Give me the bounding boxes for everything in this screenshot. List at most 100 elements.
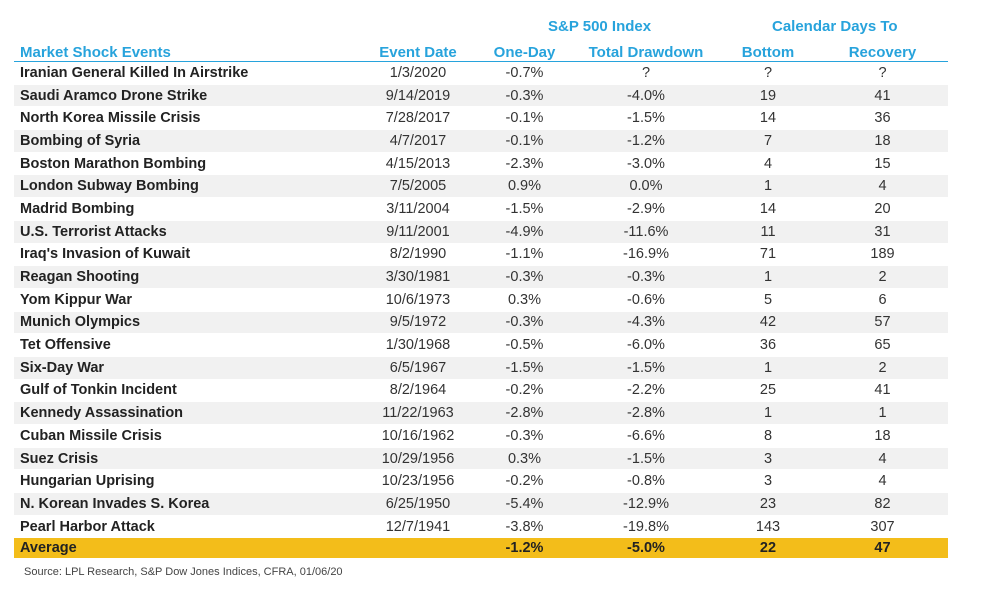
event-date-cell: 4/7/2017 [360, 129, 476, 153]
total-drawdown-cell: -3.0% [573, 152, 719, 176]
event-name-cell: U.S. Terrorist Attacks [14, 220, 360, 244]
days-to-recovery-cell: 2 [817, 356, 948, 380]
total-drawdown-cell: -19.8% [573, 515, 719, 539]
event-date-cell: 4/15/2013 [360, 152, 476, 176]
days-to-bottom-cell: 3 [719, 447, 817, 471]
days-to-bottom-cell: 1 [719, 174, 817, 199]
column-header-event: Market Shock Events [14, 38, 360, 62]
average-one-day: -1.2% [476, 537, 573, 560]
days-to-recovery-cell: 189 [817, 243, 948, 267]
table-row: Munich Olympics 9/5/1972 -0.3% -4.3% 42 57 [14, 311, 948, 335]
days-to-recovery-cell: 18 [817, 129, 948, 153]
days-to-bottom-cell: 1 [719, 401, 817, 425]
one-day-change-cell: -1.1% [476, 243, 573, 267]
event-date-cell: 10/6/1973 [360, 288, 476, 312]
table-row: N. Korean Invades S. Korea 6/25/1950 -5.4%… [14, 492, 948, 516]
one-day-change-cell: -0.3% [476, 84, 573, 108]
one-day-change-cell: -2.8% [476, 401, 573, 425]
table-row: Kennedy Assassination 11/22/1963 -2.8% -2.8… [14, 401, 948, 425]
total-drawdown-cell: -2.9% [573, 197, 719, 221]
days-to-bottom-cell: 143 [719, 515, 817, 539]
event-name-cell: Yom Kippur War [14, 288, 360, 312]
days-to-bottom-cell: 11 [719, 220, 817, 244]
total-drawdown-cell: -1.5% [573, 356, 719, 380]
event-name-cell: Reagan Shooting [14, 265, 360, 289]
days-to-bottom-cell: 1 [719, 356, 817, 380]
days-to-recovery-cell: 20 [817, 197, 948, 221]
event-name-cell: Pearl Harbor Attack [14, 515, 360, 539]
table-row: Reagan Shooting 3/30/1981 -0.3% -0.3% 1 2 [14, 265, 948, 289]
one-day-change-cell: 0.3% [476, 447, 573, 471]
days-to-bottom-cell: 8 [719, 424, 817, 448]
days-to-bottom-cell: 1 [719, 265, 817, 289]
days-to-bottom-cell: 14 [719, 197, 817, 221]
one-day-change-cell: -0.3% [476, 265, 573, 289]
days-to-recovery-cell: ? [817, 61, 948, 85]
days-to-recovery-cell: 2 [817, 265, 948, 289]
event-date-cell: 12/7/1941 [360, 515, 476, 539]
one-day-change-cell: 0.3% [476, 288, 573, 312]
event-date-cell: 9/5/1972 [360, 311, 476, 335]
table-row: Yom Kippur War 10/6/1973 0.3% -0.6% 5 6 [14, 288, 948, 312]
days-to-bottom-cell: 25 [719, 379, 817, 403]
event-date-cell: 7/28/2017 [360, 106, 476, 131]
days-to-bottom-cell: 23 [719, 492, 817, 516]
total-drawdown-cell: -4.0% [573, 84, 719, 108]
total-drawdown-cell: -0.8% [573, 469, 719, 494]
table-row: Madrid Bombing 3/11/2004 -1.5% -2.9% 14 20 [14, 197, 948, 221]
event-date-cell: 10/23/1956 [360, 469, 476, 494]
column-header-bottom: Bottom [719, 38, 817, 62]
one-day-change-cell: -1.5% [476, 356, 573, 380]
days-to-bottom-cell: 5 [719, 288, 817, 312]
days-to-bottom-cell: ? [719, 61, 817, 85]
days-to-recovery-cell: 41 [817, 379, 948, 403]
calendar-days-group-header: Calendar Days To [772, 18, 898, 35]
total-drawdown-cell: -6.0% [573, 333, 719, 357]
event-name-cell: Bombing of Syria [14, 129, 360, 153]
event-date-cell: 11/22/1963 [360, 401, 476, 425]
one-day-change-cell: -1.5% [476, 197, 573, 221]
event-name-cell: Suez Crisis [14, 447, 360, 471]
column-header-one-day: One-Day [476, 38, 573, 62]
total-drawdown-cell: -1.5% [573, 447, 719, 471]
one-day-change-cell: -0.3% [476, 311, 573, 335]
event-name-cell: North Korea Missile Crisis [14, 106, 360, 131]
total-drawdown-cell: -2.8% [573, 401, 719, 425]
days-to-recovery-cell: 4 [817, 174, 948, 199]
table-row: North Korea Missile Crisis 7/28/2017 -0.1%… [14, 106, 948, 131]
one-day-change-cell: -0.3% [476, 424, 573, 448]
event-date-cell: 9/14/2019 [360, 84, 476, 108]
days-to-recovery-cell: 4 [817, 469, 948, 494]
event-date-cell: 7/5/2005 [360, 174, 476, 199]
days-to-bottom-cell: 4 [719, 152, 817, 176]
days-to-recovery-cell: 31 [817, 220, 948, 244]
event-name-cell: Iranian General Killed In Airstrike [14, 61, 360, 85]
one-day-change-cell: -0.1% [476, 106, 573, 131]
event-date-cell: 3/11/2004 [360, 197, 476, 221]
sp500-index-group-header: S&P 500 Index [548, 18, 652, 35]
source-note: Source: LPL Research, S&P Dow Jones Indi… [24, 566, 343, 578]
event-date-cell: 1/3/2020 [360, 61, 476, 85]
average-recovery: 47 [817, 537, 948, 560]
table-row: Cuban Missile Crisis 10/16/1962 -0.3% -6.6%… [14, 424, 948, 448]
total-drawdown-cell: -0.6% [573, 288, 719, 312]
days-to-bottom-cell: 14 [719, 106, 817, 131]
average-drawdown: -5.0% [573, 537, 719, 560]
days-to-bottom-cell: 3 [719, 469, 817, 494]
table-row: Hungarian Uprising 10/23/1956 -0.2% -0.8% 3 4 [14, 469, 948, 494]
days-to-recovery-cell: 57 [817, 311, 948, 335]
table-row: London Subway Bombing 7/5/2005 0.9% 0.0% 1 4 [14, 174, 948, 199]
total-drawdown-cell: -11.6% [573, 220, 719, 244]
total-drawdown-cell: -16.9% [573, 243, 719, 267]
days-to-recovery-cell: 15 [817, 152, 948, 176]
days-to-recovery-cell: 6 [817, 288, 948, 312]
one-day-change-cell: -0.5% [476, 333, 573, 357]
event-name-cell: Tet Offensive [14, 333, 360, 357]
market-shock-table: Market Shock Events Event Date One-Day T… [14, 38, 948, 560]
event-date-cell: 10/16/1962 [360, 424, 476, 448]
table-row: Boston Marathon Bombing 4/15/2013 -2.3% -3.… [14, 152, 948, 176]
event-name-cell: Six-Day War [14, 356, 360, 380]
event-name-cell: Boston Marathon Bombing [14, 152, 360, 176]
one-day-change-cell: -3.8% [476, 515, 573, 539]
one-day-change-cell: -4.9% [476, 220, 573, 244]
